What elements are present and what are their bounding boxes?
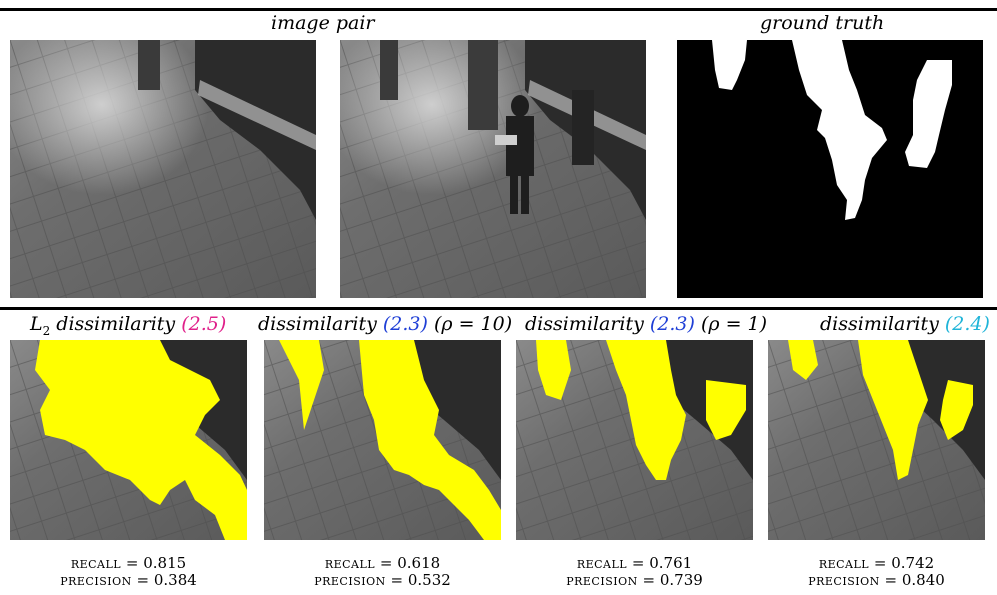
precision-label: precision bbox=[566, 571, 638, 589]
result-image-2 bbox=[264, 340, 501, 540]
image-pair-first bbox=[10, 40, 316, 298]
result-caption-2: dissimilarity (2.3) (ρ = 10) bbox=[258, 313, 512, 335]
precision-value: = 0.739 bbox=[642, 571, 703, 589]
ground-truth-region-center bbox=[792, 40, 887, 220]
equation-ref: (2.4) bbox=[944, 313, 990, 335]
image-pair-second bbox=[340, 40, 646, 298]
result-image-4 bbox=[768, 340, 985, 540]
detection-mask bbox=[536, 340, 571, 400]
equation-ref: (2.3) bbox=[649, 313, 695, 335]
precision-value: = 0.840 bbox=[884, 571, 945, 589]
caption-label: dissimilarity bbox=[50, 313, 182, 335]
detection-mask bbox=[940, 380, 973, 440]
caption-suffix: (ρ = 1) bbox=[694, 313, 768, 335]
recall-label: recall bbox=[818, 554, 870, 572]
caption-symbol: L bbox=[30, 313, 43, 335]
recall-value: = 0.761 bbox=[631, 554, 693, 572]
detection-mask bbox=[35, 340, 247, 540]
result-image-1 bbox=[10, 340, 247, 540]
image-pair-caption: image pair bbox=[271, 12, 375, 34]
ground-truth-mask bbox=[677, 40, 983, 298]
caption-subscript: 2 bbox=[42, 323, 51, 338]
recall-label: recall bbox=[70, 554, 122, 572]
recall-label: recall bbox=[324, 554, 376, 572]
equation-ref: (2.3) bbox=[382, 313, 428, 335]
detection-mask bbox=[788, 340, 818, 380]
equation-ref: (2.5) bbox=[181, 313, 227, 335]
precision-label: precision bbox=[808, 571, 880, 589]
detection-mask bbox=[606, 340, 686, 480]
precision-value: = 0.384 bbox=[136, 571, 197, 589]
metrics-4: recall = 0.742 precision = 0.840 bbox=[768, 555, 985, 589]
caption-label: dissimilarity bbox=[525, 313, 650, 335]
precision-value: = 0.532 bbox=[390, 571, 451, 589]
metrics-3: recall = 0.761 precision = 0.739 bbox=[516, 555, 753, 589]
recall-value: = 0.815 bbox=[125, 554, 187, 572]
caption-suffix: (ρ = 10) bbox=[427, 313, 513, 335]
ground-truth-region-left bbox=[712, 40, 747, 90]
recall-value: = 0.742 bbox=[873, 554, 935, 572]
caption-label: dissimilarity bbox=[258, 313, 383, 335]
caption-label: dissimilarity bbox=[820, 313, 945, 335]
metrics-2: recall = 0.618 precision = 0.532 bbox=[264, 555, 501, 589]
ground-truth-region-right bbox=[905, 60, 952, 168]
ground-truth-caption: ground truth bbox=[760, 12, 885, 34]
result-caption-1: L2 dissimilarity (2.5) bbox=[30, 313, 226, 338]
recall-label: recall bbox=[576, 554, 628, 572]
detection-mask bbox=[858, 340, 928, 480]
precision-label: precision bbox=[314, 571, 386, 589]
detection-mask bbox=[706, 380, 746, 440]
precision-label: precision bbox=[60, 571, 132, 589]
middle-rule bbox=[0, 307, 997, 310]
metrics-1: recall = 0.815 precision = 0.384 bbox=[10, 555, 247, 589]
top-rule bbox=[0, 8, 997, 11]
detection-mask bbox=[359, 340, 501, 540]
result-caption-3: dissimilarity (2.3) (ρ = 1) bbox=[525, 313, 767, 335]
detection-mask bbox=[279, 340, 324, 430]
result-image-3 bbox=[516, 340, 753, 540]
result-caption-4: dissimilarity (2.4) bbox=[820, 313, 990, 335]
recall-value: = 0.618 bbox=[379, 554, 441, 572]
